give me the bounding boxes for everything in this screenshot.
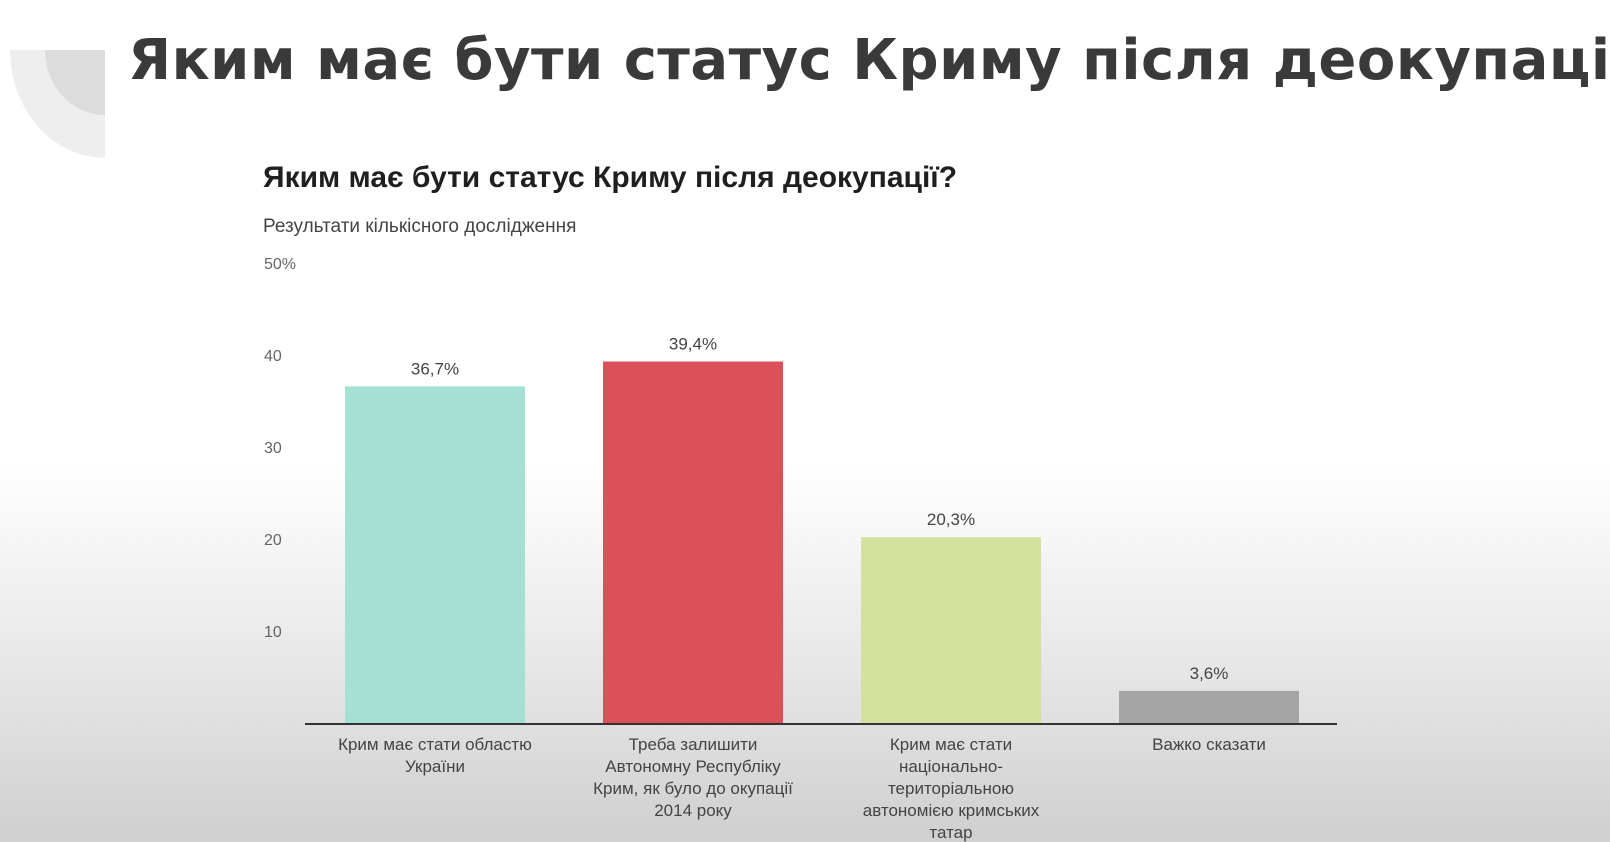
category-label: Важко сказати (1152, 735, 1266, 754)
bar (1119, 690, 1299, 724)
category-label: Крим має стати областю України (338, 735, 532, 776)
y-tick-label: 40 (264, 348, 282, 365)
bar (861, 537, 1041, 724)
slide-title: Яким має бути статус Криму після деокупа… (128, 28, 1610, 93)
bar (345, 386, 525, 724)
chart-title: Яким має бути статус Криму після деокупа… (263, 161, 957, 194)
bar-value-label: 36,7% (411, 359, 459, 378)
y-tick-label: 30 (264, 440, 282, 457)
y-tick-label: 20 (264, 532, 282, 549)
corner-decoration (10, 50, 105, 158)
bar-value-label: 39,4% (669, 335, 717, 354)
chart-subtitle: Результати кількісного дослідження (263, 216, 576, 237)
bar (603, 361, 783, 724)
bar-value-label: 3,6% (1190, 664, 1229, 683)
bar-value-label: 20,3% (927, 510, 975, 529)
y-tick-label: 50% (264, 256, 296, 273)
category-label: Крим має стати національно-територіальною… (863, 735, 1040, 842)
y-tick-label: 10 (264, 624, 282, 641)
category-label: Треба залишити Автономну Республіку Крим, … (593, 735, 793, 820)
